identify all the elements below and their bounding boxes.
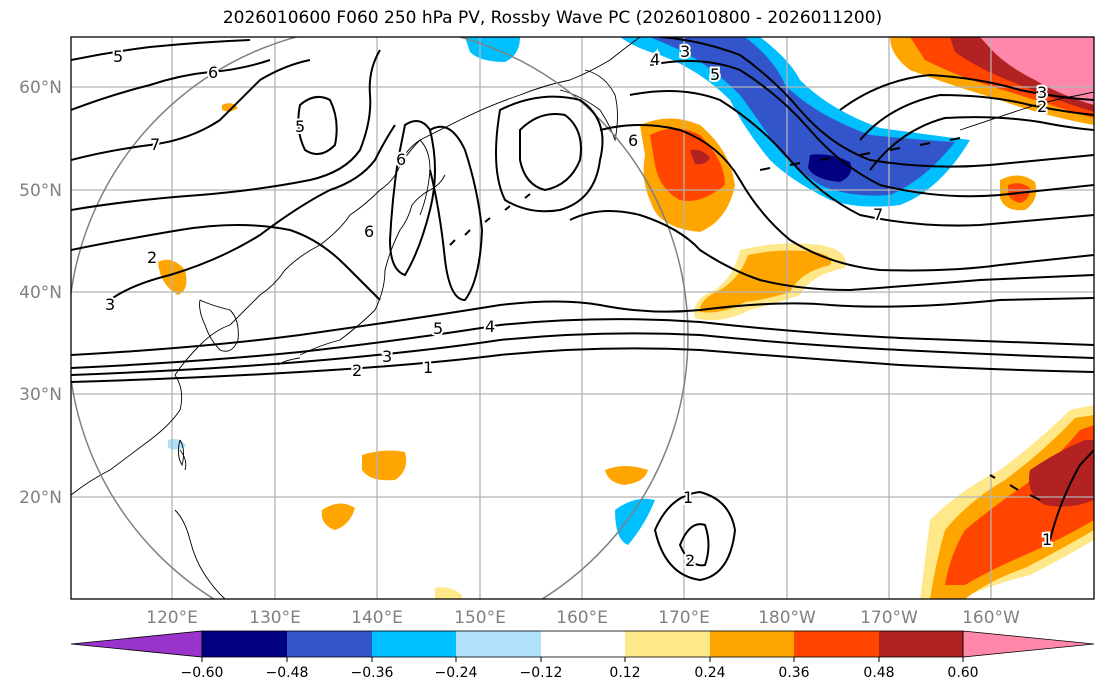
- contour-label: 5: [433, 319, 443, 338]
- lat-tick-label: 40°N: [19, 283, 62, 303]
- colorbar-bin: [710, 631, 794, 657]
- contour-label: 3: [680, 42, 690, 61]
- contour-label: 2: [685, 551, 695, 570]
- colorbar-bin: [202, 631, 287, 657]
- latitude-labels: 60°N 50°N 40°N 30°N 20°N: [19, 78, 62, 508]
- contour-label: 2: [352, 361, 362, 380]
- lon-tick-label: 170°W: [860, 608, 918, 628]
- lon-tick-label: 120°E: [146, 608, 198, 628]
- colorbar-bin: [456, 631, 541, 657]
- pv-anomaly-shading: [158, 37, 1094, 599]
- radius-circle: [71, 37, 689, 599]
- lat-tick-label: 60°N: [19, 78, 62, 98]
- kamchatka-coastline: [559, 69, 618, 142]
- colorbar-bin: [794, 631, 879, 657]
- aleutian-islands: [759, 137, 961, 171]
- lon-tick-label: 130°E: [249, 608, 301, 628]
- contour-label: 1: [423, 358, 433, 377]
- lon-tick-label: 160°W: [962, 608, 1020, 628]
- contour-label: 6: [628, 131, 638, 150]
- colorbar-tick-label: −0.12: [520, 665, 563, 681]
- contour-label: 6: [364, 222, 374, 241]
- contour-label: 5: [113, 47, 123, 66]
- colorbar-tick-label: −0.48: [266, 665, 309, 681]
- lat-tick-label: 30°N: [19, 385, 62, 405]
- contour-label: 7: [150, 135, 160, 154]
- contour-label: 1: [1042, 530, 1052, 549]
- colorbar-tick-label: 0.48: [863, 665, 894, 681]
- lat-tick-label: 50°N: [19, 181, 62, 201]
- lat-tick-label: 20°N: [19, 488, 62, 508]
- colorbar-bin: [625, 631, 710, 657]
- lon-tick-label: 180°W: [758, 608, 816, 628]
- colorbar-extend-high: [962, 630, 1095, 658]
- sakhalin-coastline: [399, 139, 431, 216]
- lon-tick-label: 160°E: [556, 608, 608, 628]
- contour-label: 4: [485, 317, 495, 336]
- philippines-coastline: [174, 449, 226, 599]
- contour-label: 1: [683, 488, 693, 507]
- map-frame: [70, 36, 1095, 600]
- contour-label: 3: [382, 347, 392, 366]
- colorbar-extend-low: [70, 630, 203, 658]
- contour-label: 3: [105, 295, 115, 314]
- colorbar-bin: [879, 631, 963, 657]
- contour-label: 4: [650, 50, 660, 69]
- colorbar-bin: [372, 631, 456, 657]
- contour-label: 5: [710, 65, 720, 84]
- colorbar-tick-label: −0.36: [351, 665, 394, 681]
- colorbar-tick-label: 0.24: [694, 665, 725, 681]
- colorbar-tick-label: 0.60: [947, 665, 978, 681]
- longitude-labels: 120°E 130°E 140°E 150°E 160°E 170°E 180°…: [146, 608, 1020, 628]
- lon-tick-label: 140°E: [351, 608, 403, 628]
- contour-label: 2: [1037, 97, 1047, 116]
- colorbar-tick-label: 0.12: [609, 665, 640, 681]
- colorbar-bin: [541, 631, 625, 657]
- hawaii-islands: [989, 474, 1041, 501]
- kuril-islands: [449, 193, 531, 246]
- map-title: 2026010600 F060 250 hPa PV, Rossby Wave …: [222, 8, 883, 28]
- contour-label: 2: [147, 248, 157, 267]
- korea-coastline: [199, 299, 239, 352]
- colorbar-tick-label: −0.24: [435, 665, 478, 681]
- lon-tick-label: 170°E: [658, 608, 710, 628]
- contour-label: 5: [295, 117, 305, 136]
- contour-label: 6: [208, 63, 218, 82]
- colorbar-tick-label: −0.60: [181, 665, 224, 681]
- colorbar-tick-label: 0.36: [778, 665, 809, 681]
- contour-label: 6: [396, 150, 406, 169]
- contour-label: 3: [1037, 83, 1047, 102]
- colorbar: −0.60 −0.48 −0.36 −0.24 −0.12 0.12 0.24 …: [70, 630, 1095, 681]
- colorbar-bin: [287, 631, 372, 657]
- contour-label: 7: [873, 205, 883, 224]
- lon-tick-label: 150°E: [454, 608, 506, 628]
- taiwan-coastline: [177, 439, 185, 467]
- contour-labels: 5 6 7 2 3 5 6 6 4 3 5 6 7 3 2 5 4 2 3 1 …: [103, 40, 1054, 572]
- pv-contours: [71, 37, 1094, 582]
